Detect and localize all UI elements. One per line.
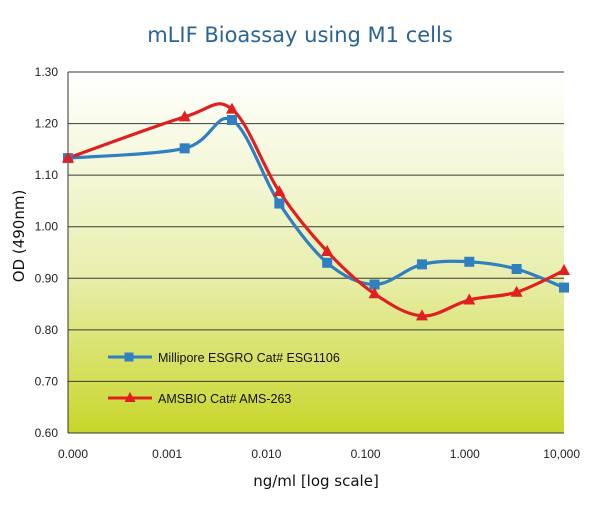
legend-label-0: Millipore ESGRO Cat# ESG1106 — [158, 351, 340, 365]
data-point-square — [322, 257, 333, 268]
gridlines — [68, 71, 564, 382]
data-point-square — [511, 264, 522, 275]
chart-title: mLIF Bioassay using M1 cells — [147, 23, 453, 47]
data-point-square — [179, 143, 190, 154]
y-tick-label: 0.60 — [35, 426, 59, 440]
y-tick-label: 0.70 — [35, 374, 59, 388]
legend: Millipore ESGRO Cat# ESG1106 AMSBIO Cat#… — [108, 351, 340, 406]
y-tick-label: 1.30 — [35, 65, 59, 79]
x-tick-label: 0.100 — [351, 447, 381, 461]
y-tick-label: 0.80 — [35, 323, 59, 337]
data-point-triangle — [62, 151, 74, 163]
x-tick-label: 0.000 — [58, 447, 88, 461]
data-point-square — [369, 279, 380, 290]
data-point-triangle — [273, 185, 286, 197]
data-point-square — [274, 198, 285, 209]
data-point-triangle — [463, 293, 476, 305]
legend-marker-square — [124, 352, 134, 362]
data-point-triangle — [415, 309, 428, 321]
legend-item-1: AMSBIO Cat# AMS-263 — [108, 392, 291, 406]
y-tick-label: 0.90 — [35, 271, 59, 285]
data-point-square — [416, 259, 427, 270]
y-tick-labels: 0.60 0.70 0.80 0.90 1.00 1.10 1.20 1.30 — [35, 65, 59, 440]
x-tick-label: 10,000 — [543, 447, 580, 461]
data-point-triangle — [178, 110, 191, 122]
data-point-triangle — [225, 102, 238, 114]
x-tick-label: 0.001 — [152, 447, 182, 461]
data-point-square — [226, 114, 237, 125]
y-tick-label: 1.20 — [35, 117, 59, 131]
data-point-triangle — [510, 285, 523, 297]
legend-marker-triangle — [124, 392, 136, 402]
x-tick-label: 0.010 — [251, 447, 281, 461]
data-point-triangle — [321, 244, 334, 256]
data-point-triangle — [368, 287, 381, 299]
y-tick-label: 1.00 — [35, 220, 59, 234]
x-tick-label: 1.000 — [450, 447, 480, 461]
y-axis-title: OD (490nm) — [10, 190, 28, 283]
x-tick-labels: 0.000 0.001 0.010 0.100 1.000 10,000 — [58, 447, 580, 461]
data-point-triangle — [558, 264, 570, 276]
series-markers — [62, 102, 570, 321]
y-tick-label: 1.10 — [35, 168, 59, 182]
data-point-square — [559, 282, 569, 293]
data-point-square — [464, 256, 475, 267]
legend-item-0: Millipore ESGRO Cat# ESG1106 — [108, 351, 340, 365]
axes — [67, 72, 564, 434]
x-axis-title: ng/ml [log scale] — [253, 472, 379, 490]
legend-label-1: AMSBIO Cat# AMS-263 — [158, 392, 291, 406]
